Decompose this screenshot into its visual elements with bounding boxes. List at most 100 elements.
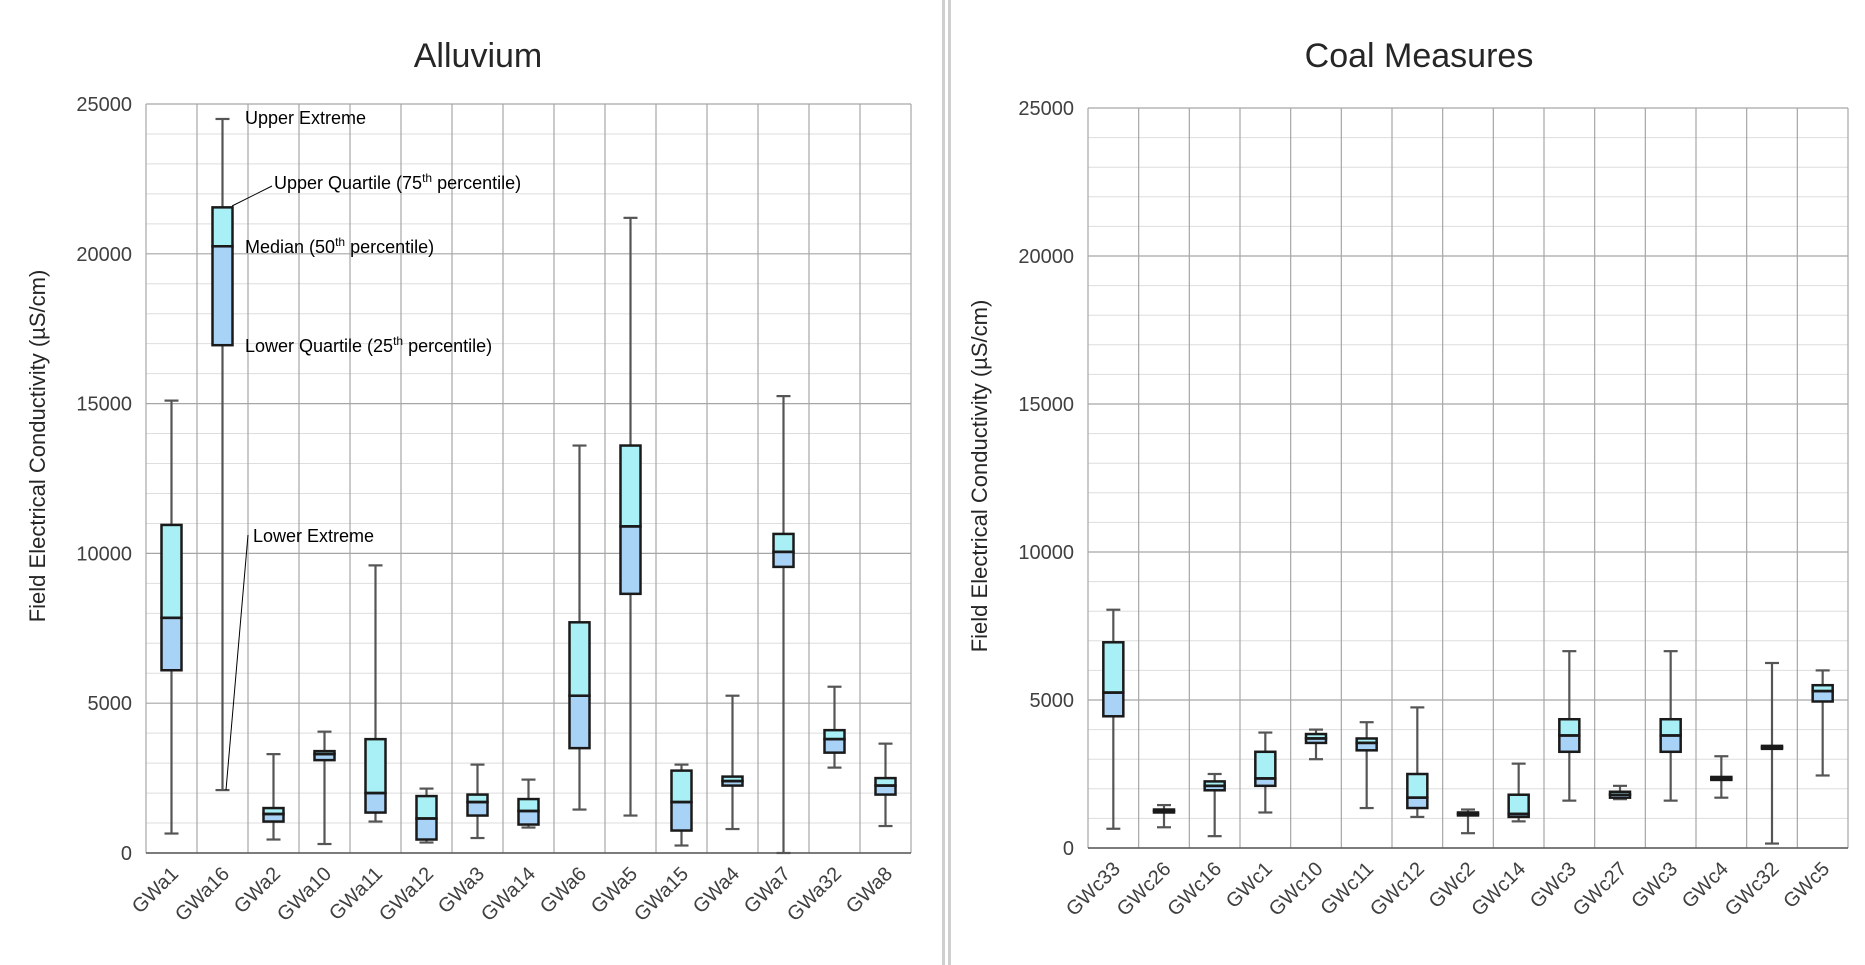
box-GWc26 <box>1152 803 1176 829</box>
upper-quartile-box <box>1254 750 1277 780</box>
upper-quartile-box <box>823 728 846 741</box>
box-GWa4 <box>721 694 744 831</box>
upper-quartile-box <box>211 206 234 248</box>
box-GWc12 <box>1406 706 1429 819</box>
grid <box>1087 107 1849 849</box>
annotation-lower-extreme-leader <box>225 534 249 791</box>
y-tick-labels: 0 5000 10000 15000 20000 25000 <box>76 94 132 865</box>
box-GWa5 <box>619 216 642 817</box>
upper-quartile-box <box>619 444 642 528</box>
box-GWc11 <box>1355 721 1378 810</box>
box-GWc3 <box>1558 650 1581 802</box>
upper-quartile-box <box>415 794 438 820</box>
box-GWc10 <box>1304 728 1328 761</box>
x-tick-label: GWa16 <box>171 863 234 926</box>
lower-quartile-box <box>211 245 234 347</box>
lower-quartile-box <box>517 809 540 826</box>
upper-quartile-box <box>364 737 387 795</box>
x-tick-label: GWa10 <box>273 863 336 926</box>
upper-quartile-box <box>1507 793 1530 816</box>
annotation-upper-quartile-leader <box>231 185 273 207</box>
y-tick-label: 5000 <box>88 693 133 715</box>
x-tick-label: GWa11 <box>325 863 387 925</box>
upper-quartile-box <box>1558 717 1581 737</box>
lower-quartile-box <box>568 694 591 750</box>
upper-quartile-box <box>160 523 183 620</box>
y-tick-label: 5000 <box>1030 690 1075 712</box>
grid <box>145 103 912 854</box>
upper-quartile-box <box>517 797 540 813</box>
y-tick-label: 15000 <box>1018 394 1074 416</box>
upper-quartile-box <box>568 621 591 697</box>
lower-quartile-box <box>1558 734 1581 754</box>
x-tick-label: GWc11 <box>1317 858 1379 920</box>
y-tick-label: 10000 <box>76 543 132 565</box>
x-tick-label: GWc32 <box>1721 858 1784 921</box>
x-tick-label: GWa4 <box>689 863 744 918</box>
x-tick-label: GWc33 <box>1062 858 1125 921</box>
upper-quartile-box <box>1406 772 1429 799</box>
x-tick-label: GWc5 <box>1779 858 1834 913</box>
box-GWa8 <box>874 742 897 828</box>
box-GWc1 <box>1254 731 1277 814</box>
box-GWa3 <box>466 763 489 840</box>
upper-quartile-box <box>1659 717 1682 737</box>
y-tick-label: 20000 <box>76 244 132 266</box>
chart-title: Alluvium <box>414 37 542 75</box>
box-GWc14 <box>1507 762 1530 823</box>
box-GWa2 <box>262 753 285 841</box>
box-GWa14 <box>517 778 540 829</box>
annotation-median: Median (50th percentile) <box>245 235 434 257</box>
coal-measures-panel: Coal Measures Field Electrical Conductiv… <box>948 0 1865 965</box>
box-GWa12 <box>415 787 438 844</box>
lower-quartile-box <box>364 791 387 814</box>
box-series <box>160 117 897 855</box>
x-tick-label: GWc26 <box>1113 858 1176 921</box>
box-GWa6 <box>568 444 591 811</box>
box-GWc16 <box>1203 772 1226 838</box>
x-tick-label: GWa8 <box>842 863 897 918</box>
lower-quartile-box <box>1102 691 1125 718</box>
x-tick-labels: GWa1GWa16GWa2GWa10GWa11GWa12GWa3GWa14GWa… <box>128 863 897 926</box>
x-tick-label: GWa15 <box>630 863 693 926</box>
lower-quartile-box <box>466 800 489 817</box>
lower-quartile-box <box>1659 734 1682 754</box>
annotation-upper-quartile: Upper Quartile (75th percentile) <box>274 171 521 193</box>
box-GWa15 <box>670 763 693 847</box>
x-tick-label: GWc14 <box>1467 858 1530 921</box>
x-tick-label: GWc10 <box>1265 858 1328 921</box>
lower-quartile-box <box>823 737 846 754</box>
box-GWc5 <box>1811 669 1834 777</box>
x-tick-label: GWa32 <box>783 863 846 926</box>
annotation-lower-extreme: Lower Extreme <box>253 526 374 546</box>
alluvium-panel: Alluvium Field Electrical Conductivity (… <box>25 0 945 965</box>
y-axis-label: Field Electrical Conductivity (µS/cm) <box>25 270 50 623</box>
lower-quartile-box <box>160 616 183 672</box>
chart-title: Coal Measures <box>1305 37 1534 75</box>
y-tick-label: 10000 <box>1018 542 1074 564</box>
y-tick-label: 20000 <box>1018 246 1074 268</box>
box-GWc33 <box>1102 608 1125 830</box>
y-tick-label: 0 <box>1063 838 1074 860</box>
box-GWa16 <box>211 117 234 792</box>
y-tick-label: 25000 <box>76 94 132 116</box>
box-GWc32 <box>1760 661 1784 845</box>
box-GWc3 <box>1659 650 1682 802</box>
x-tick-label: GWc3 <box>1627 858 1682 913</box>
box-GWa11 <box>364 564 387 823</box>
y-tick-label: 25000 <box>1018 98 1074 120</box>
box-GWa10 <box>313 730 336 846</box>
lower-quartile-box <box>772 550 795 569</box>
coal-measures-chart: Coal Measures Field Electrical Conductiv… <box>967 37 1849 921</box>
lower-quartile-box <box>619 525 642 596</box>
box-series <box>1102 608 1834 845</box>
x-tick-labels: GWc33GWc26GWc16GWc1GWc10GWc11GWc12GWc2GW… <box>1062 858 1834 921</box>
box-GWc27 <box>1608 784 1632 801</box>
upper-quartile-box <box>1102 641 1125 694</box>
x-tick-label: GWc27 <box>1569 858 1632 921</box>
lower-quartile-box <box>1406 796 1429 810</box>
annotation-lower-quartile: Lower Quartile (25th percentile) <box>245 334 492 356</box>
lower-quartile-box <box>670 800 693 832</box>
y-tick-label: 15000 <box>76 394 132 416</box>
upper-quartile-box <box>670 769 693 804</box>
